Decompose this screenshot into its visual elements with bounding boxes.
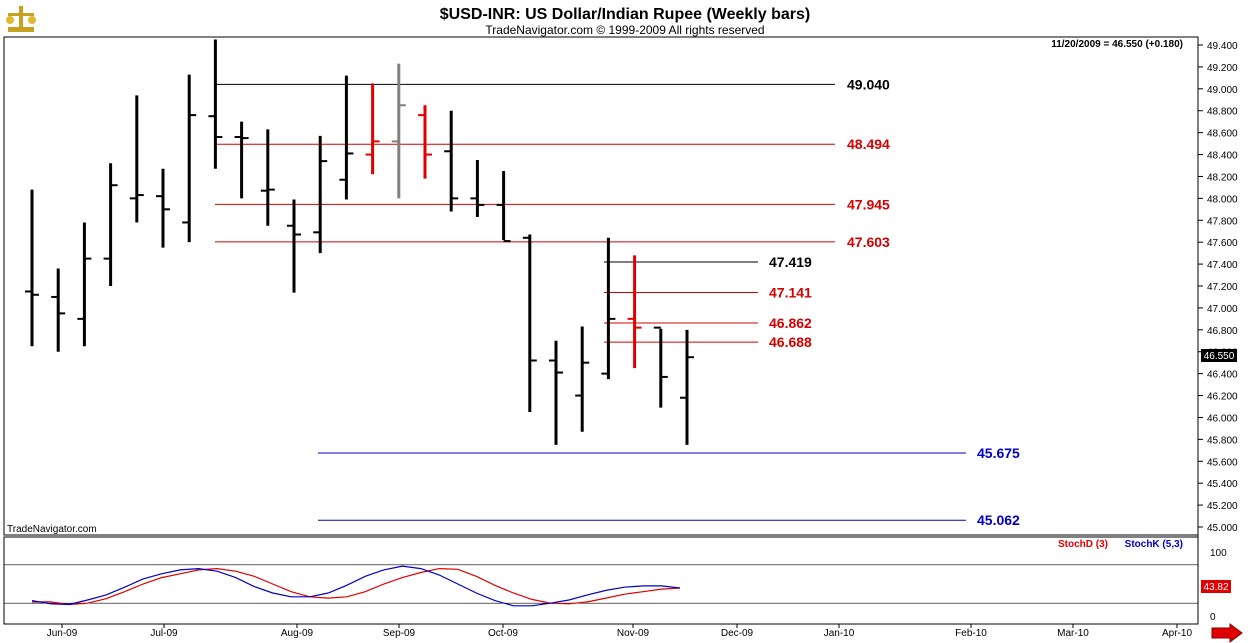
last-price-box [1201, 349, 1237, 362]
level-label: 45.062 [977, 512, 1020, 528]
date-tick-label: Oct-09 [488, 628, 518, 639]
stoch-tick-label: 100 [1210, 548, 1227, 559]
price-tick-label: 45.800 [1207, 435, 1238, 446]
price-tick-label: 46.400 [1207, 370, 1238, 381]
price-tick-label: 45.000 [1207, 523, 1238, 534]
stochastic-panel-frame [3, 536, 1199, 625]
right-arrow-icon[interactable] [1211, 623, 1243, 643]
date-tick-label: Jun-09 [47, 628, 78, 639]
level-label: 47.141 [769, 284, 812, 300]
price-tick-label: 47.200 [1207, 282, 1238, 293]
stochastic-lines: 100500 [4, 548, 1227, 623]
price-tick-label: 47.000 [1207, 304, 1238, 315]
chart-title: $USD-INR: US Dollar/Indian Rupee (Weekly… [440, 6, 810, 23]
date-tick-label: Mar-10 [1057, 628, 1089, 639]
date-tick-label: Dec-09 [721, 628, 754, 639]
date-tick-label: Apr-10 [1162, 628, 1192, 639]
price-tick-label: 45.600 [1207, 457, 1238, 468]
price-tick-label: 48.600 [1207, 129, 1238, 140]
stochd-line [32, 567, 681, 606]
stoch-tick-label: 0 [1210, 612, 1216, 623]
date-axis: Jun-09 Jul-09 Aug-09 Sep-09 Oct-09 Nov-09 Dec-… [47, 624, 1192, 639]
date-tick-label: Feb-10 [955, 628, 987, 639]
level-label: 48.494 [847, 136, 890, 152]
scales-icon[interactable] [6, 6, 36, 32]
price-tick-label: 47.800 [1207, 216, 1238, 227]
price-tick-label: 49.400 [1207, 41, 1238, 52]
level-label: 47.603 [847, 234, 890, 250]
price-panel-frame [3, 36, 1199, 536]
date-tick-label: Jan-10 [824, 628, 855, 639]
price-tick-label: 49.000 [1207, 85, 1238, 96]
price-tick-label: 48.200 [1207, 172, 1238, 183]
ohlc-bars [25, 39, 694, 445]
stochk-legend: StochK (5,3) [1125, 539, 1183, 550]
level-label: 47.945 [847, 196, 890, 212]
price-tick-label: 47.600 [1207, 238, 1238, 249]
stochk-line [31, 565, 681, 607]
stoch-last-label: 43.82 [1203, 582, 1228, 593]
price-tick-label: 45.200 [1207, 501, 1238, 512]
price-tick-label: 48.400 [1207, 151, 1238, 162]
level-label: 46.862 [769, 315, 812, 331]
level-lines: 49.040 48.494 47.945 47.603 47.419 47.141 46.8… [215, 76, 1020, 528]
price-tick-label: 45.400 [1207, 479, 1238, 490]
watermark-text: TradeNavigator.com [7, 524, 97, 535]
stochd-legend: StochD (3) [1058, 539, 1108, 550]
price-axis: 45.000 45.200 45.400 45.600 45.800 46.000 46.2… [1198, 41, 1238, 534]
price-tick-label: 46.000 [1207, 413, 1238, 424]
level-label: 45.675 [977, 445, 1020, 461]
level-label: 49.040 [847, 76, 890, 92]
chart-subtitle: TradeNavigator.com © 1999-2009 All right… [485, 23, 764, 37]
price-tick-label: 48.000 [1207, 194, 1238, 205]
price-tick-label: 46.800 [1207, 326, 1238, 337]
date-tick-label: Sep-09 [383, 628, 416, 639]
date-tick-label: Jul-09 [150, 628, 178, 639]
last-price-info: 11/20/2009 = 46.550 (+0.180) [1051, 39, 1183, 50]
price-tick-label: 49.200 [1207, 63, 1238, 74]
last-price-label: 46.550 [1204, 351, 1235, 362]
date-tick-label: Nov-09 [617, 628, 650, 639]
price-tick-label: 47.400 [1207, 260, 1238, 271]
date-tick-label: Aug-09 [281, 628, 314, 639]
price-tick-label: 46.200 [1207, 392, 1238, 403]
price-tick-label: 48.800 [1207, 107, 1238, 118]
level-label: 46.688 [769, 334, 812, 350]
stoch-last-box [1201, 580, 1231, 593]
level-label: 47.419 [769, 254, 812, 270]
